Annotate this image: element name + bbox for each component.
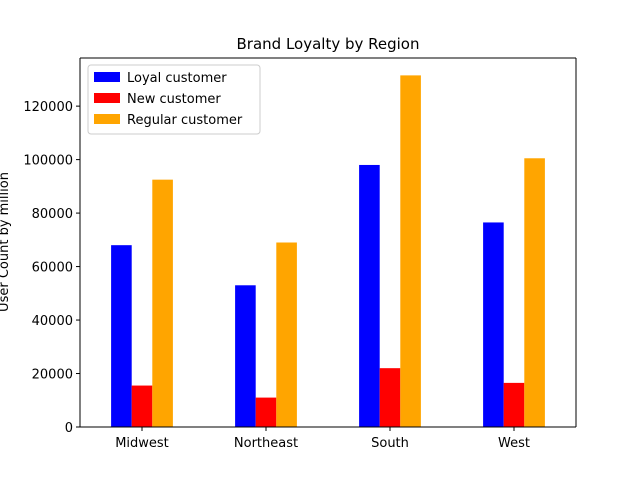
y-tick-label: 60000	[32, 261, 73, 276]
legend-frame	[87, 64, 261, 135]
legend-swatch-regular-customer	[94, 114, 120, 124]
legend-label-new-customer: New customer	[127, 92, 221, 107]
bar-regular-customer-northeast	[276, 242, 297, 427]
y-tick-label: 100000	[23, 154, 73, 169]
y-tick-label: 20000	[32, 368, 73, 383]
bar-loyal-customer-northeast	[235, 285, 256, 427]
chart-title: Brand Loyalty by Region	[237, 35, 420, 53]
bar-new-customer-west	[503, 382, 525, 427]
bar-loyal-customer-west	[483, 222, 504, 427]
bar-new-customer-south	[379, 368, 401, 427]
bar-regular-customer-midwest	[152, 179, 173, 427]
bar-new-customer-midwest	[131, 385, 153, 427]
bar-loyal-customer-south	[359, 164, 380, 427]
x-tick-label: Northeast	[234, 436, 298, 451]
bar-regular-customer-west	[524, 158, 545, 428]
legend-label-loyal-customer: Loyal customer	[127, 71, 227, 86]
legend-label-regular-customer: Regular customer	[127, 113, 243, 128]
x-tick-label: West	[498, 436, 530, 451]
bar-regular-customer-south	[400, 75, 421, 427]
legend: Loyal customer New customer Regular custom…	[87, 64, 261, 135]
y-axis-label: User Count by million	[0, 172, 12, 312]
legend-swatch-new-customer	[94, 93, 120, 103]
bar-new-customer-northeast	[255, 397, 277, 427]
x-tick-label: South	[371, 436, 409, 451]
y-tick-label: 40000	[32, 314, 73, 329]
legend-swatch-loyal-customer	[94, 72, 120, 82]
bar-loyal-customer-midwest	[111, 245, 132, 427]
y-tick-label: 0	[65, 421, 73, 436]
y-tick-label: 120000	[23, 100, 73, 115]
x-tick-label: Midwest	[115, 436, 169, 451]
y-tick-label: 80000	[32, 207, 73, 222]
